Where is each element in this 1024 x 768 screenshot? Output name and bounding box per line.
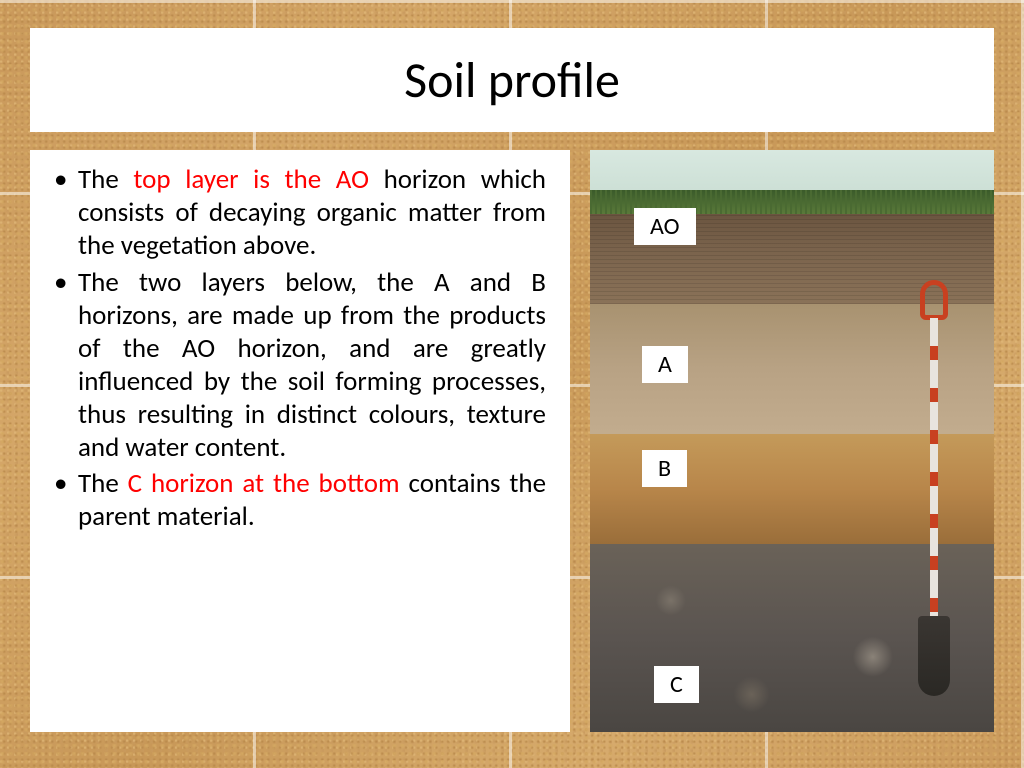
label-b: B [642, 450, 687, 487]
label-c: C [654, 666, 699, 703]
label-a: A [642, 346, 688, 383]
slide-title: Soil profile [404, 50, 620, 111]
b1-pre: The [78, 163, 133, 196]
b3-pre: The [78, 467, 128, 500]
bullet-3: The C horizon at the bottom contains the… [78, 468, 546, 534]
soil-diagram-panel: AO A B C [590, 150, 994, 732]
title-panel: Soil profile [30, 28, 994, 132]
b1-highlight: top layer is the AO [133, 163, 369, 196]
b3-highlight: C horizon at the bottom [128, 467, 400, 500]
shovel-icon [914, 280, 954, 700]
bullet-1: The top layer is the AO horizon which co… [78, 164, 546, 263]
text-panel: The top layer is the AO horizon which co… [30, 150, 570, 732]
label-ao: AO [634, 208, 696, 245]
bullet-list: The top layer is the AO horizon which co… [78, 164, 546, 534]
bullet-2: The two layers below, the A and B horizo… [78, 267, 546, 465]
sky-region [590, 150, 994, 190]
